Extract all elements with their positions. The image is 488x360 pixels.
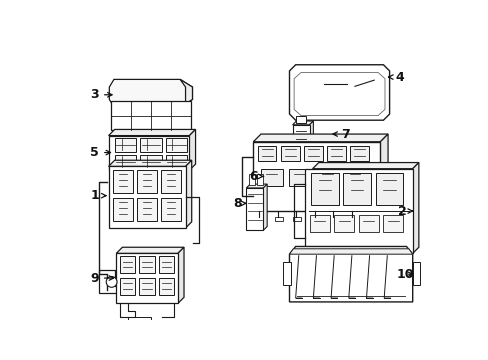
Bar <box>344 169 365 186</box>
Polygon shape <box>289 65 389 120</box>
Bar <box>158 278 174 295</box>
Bar <box>333 215 353 232</box>
Polygon shape <box>295 120 306 130</box>
Circle shape <box>106 276 117 287</box>
Polygon shape <box>253 134 387 142</box>
Bar <box>120 256 135 274</box>
Bar <box>115 155 136 169</box>
Bar <box>113 198 133 221</box>
Bar <box>246 188 263 230</box>
Bar <box>146 130 155 136</box>
Polygon shape <box>246 184 266 188</box>
Bar <box>316 169 337 186</box>
Bar <box>115 138 136 152</box>
Bar <box>165 155 187 169</box>
Text: 3: 3 <box>90 88 112 101</box>
Bar <box>140 155 162 169</box>
Polygon shape <box>178 247 183 303</box>
Polygon shape <box>309 121 313 147</box>
Bar <box>309 215 329 232</box>
Polygon shape <box>292 121 313 125</box>
Bar <box>343 172 370 205</box>
Polygon shape <box>380 134 387 211</box>
Bar <box>375 172 403 205</box>
Bar <box>131 130 141 136</box>
Bar <box>137 198 157 221</box>
Bar <box>108 166 185 228</box>
Polygon shape <box>108 130 195 136</box>
Text: 2: 2 <box>398 204 412 217</box>
Polygon shape <box>108 160 191 166</box>
Text: 5: 5 <box>90 146 110 159</box>
Bar <box>120 278 135 295</box>
Polygon shape <box>289 249 412 254</box>
Bar <box>329 217 337 221</box>
Bar <box>137 170 157 193</box>
Bar <box>139 256 154 274</box>
Bar <box>108 136 189 170</box>
Polygon shape <box>289 247 412 302</box>
Bar <box>293 217 301 221</box>
Bar <box>288 169 310 186</box>
Bar <box>349 145 368 161</box>
Bar <box>116 253 178 303</box>
Bar <box>249 174 254 185</box>
Polygon shape <box>116 247 183 253</box>
Bar <box>161 198 181 221</box>
Bar <box>161 130 170 136</box>
Bar <box>261 169 282 186</box>
Bar <box>305 169 412 253</box>
Bar <box>326 145 345 161</box>
Bar <box>304 145 322 161</box>
Polygon shape <box>180 80 192 110</box>
Bar <box>253 142 380 211</box>
Bar <box>295 116 306 123</box>
Bar <box>175 130 184 136</box>
Polygon shape <box>312 163 418 169</box>
Bar <box>113 170 133 193</box>
Bar <box>127 317 151 330</box>
Bar <box>161 170 181 193</box>
Text: 8: 8 <box>233 197 245 210</box>
Bar <box>117 130 126 136</box>
Polygon shape <box>99 270 123 293</box>
Bar <box>295 147 300 151</box>
Text: 7: 7 <box>332 127 349 140</box>
Polygon shape <box>412 163 418 253</box>
Bar <box>311 217 319 221</box>
Bar <box>348 217 356 221</box>
Bar <box>274 217 282 221</box>
Text: 6: 6 <box>248 170 263 183</box>
Polygon shape <box>109 80 192 107</box>
Polygon shape <box>263 184 266 230</box>
Polygon shape <box>185 160 191 228</box>
Bar <box>283 262 290 285</box>
Bar <box>257 145 276 161</box>
Bar <box>257 174 262 185</box>
Bar <box>292 125 309 147</box>
Bar <box>358 215 378 232</box>
Bar <box>111 101 190 130</box>
Polygon shape <box>308 253 331 265</box>
Text: 9: 9 <box>90 271 113 284</box>
Bar <box>139 278 154 295</box>
Bar <box>256 217 264 221</box>
Text: 10: 10 <box>396 268 414 281</box>
Bar <box>281 145 299 161</box>
Text: 4: 4 <box>388 71 403 84</box>
Bar <box>303 147 307 151</box>
Bar <box>383 215 403 232</box>
Bar <box>158 256 174 274</box>
Bar <box>310 172 338 205</box>
Text: 1: 1 <box>90 189 106 202</box>
Bar <box>140 138 162 152</box>
Polygon shape <box>189 130 195 170</box>
Bar <box>165 138 187 152</box>
Bar <box>412 262 420 285</box>
